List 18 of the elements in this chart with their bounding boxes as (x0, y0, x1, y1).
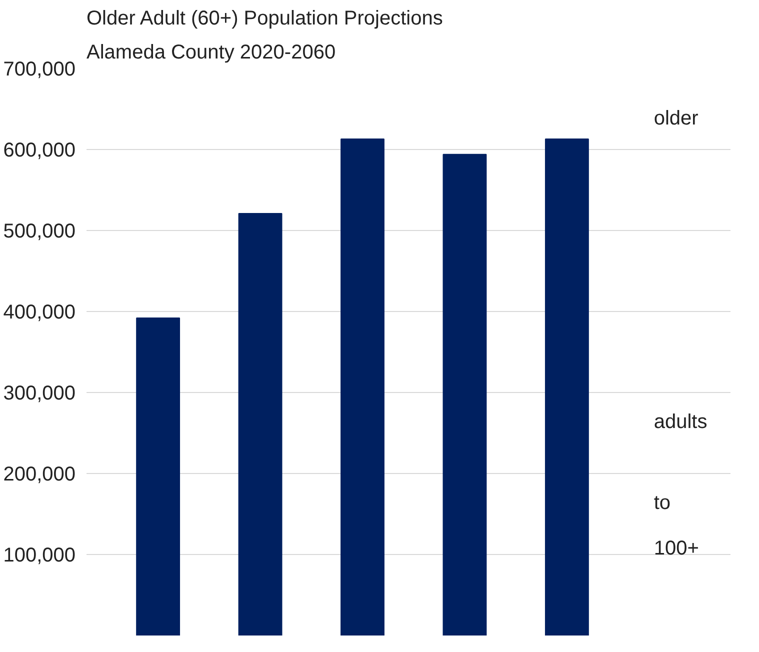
y-tick-label: 200,000 (3, 464, 76, 486)
y-tick-label: 600,000 (3, 140, 76, 162)
text: older (654, 107, 699, 130)
text: adults (654, 411, 708, 433)
bar (544, 138, 589, 636)
bar (136, 317, 180, 636)
y-tick-label: 500,000 (3, 220, 76, 242)
y-tick-label: 300,000 (3, 382, 76, 404)
text: 100+ (654, 538, 699, 560)
chart-subtitle: Alameda County 2020-2060 (86, 42, 336, 64)
bar (442, 154, 487, 636)
text: to (654, 492, 671, 514)
y-tick-label: 100,000 (3, 544, 76, 566)
y-tick-label: 400,000 (3, 302, 76, 324)
y-tick-label: 700,000 (3, 58, 76, 80)
chart-title: Older Adult (60+) Population Projections (86, 8, 443, 30)
bar (340, 138, 384, 636)
bar (238, 212, 282, 636)
